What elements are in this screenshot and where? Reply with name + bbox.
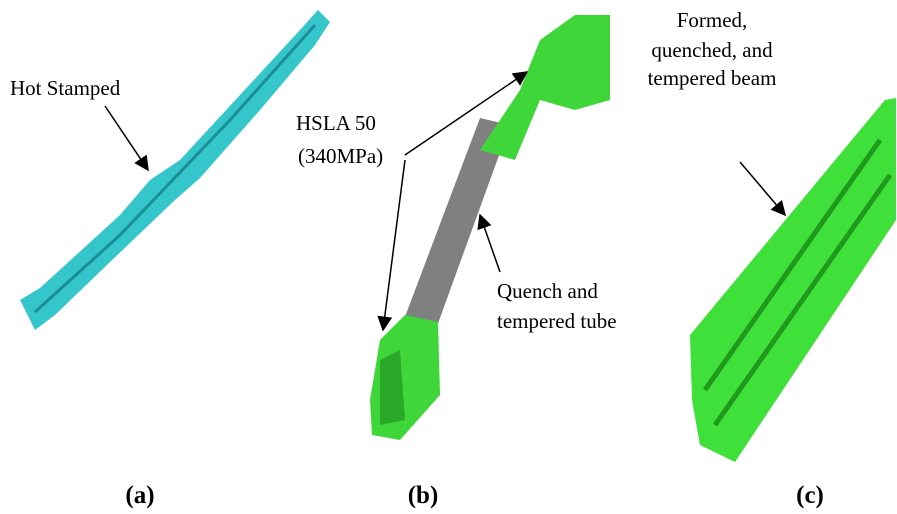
arrow xyxy=(383,160,405,330)
beam-a xyxy=(20,10,330,330)
beam-c xyxy=(690,98,896,462)
annotation: Hot Stamped xyxy=(10,76,121,100)
panel-label: (c) xyxy=(796,482,824,509)
annotation: Quench and xyxy=(497,279,598,303)
figure: Hot Stamped HSLA 50 (340MPa) Quench and … xyxy=(0,0,897,514)
annotation: tempered beam xyxy=(648,66,777,90)
annotation: quenched, and xyxy=(651,38,773,62)
annotation: tempered tube xyxy=(497,309,617,333)
arrow xyxy=(480,215,500,272)
annotation: Formed, xyxy=(677,8,748,32)
annotation: (340MPa) xyxy=(298,144,383,168)
tube-b xyxy=(370,15,610,440)
annotation: HSLA 50 xyxy=(296,111,376,135)
panel-label: (a) xyxy=(125,482,154,509)
panel-label: (b) xyxy=(408,482,439,509)
arrow xyxy=(740,162,785,215)
arrow xyxy=(105,106,148,170)
